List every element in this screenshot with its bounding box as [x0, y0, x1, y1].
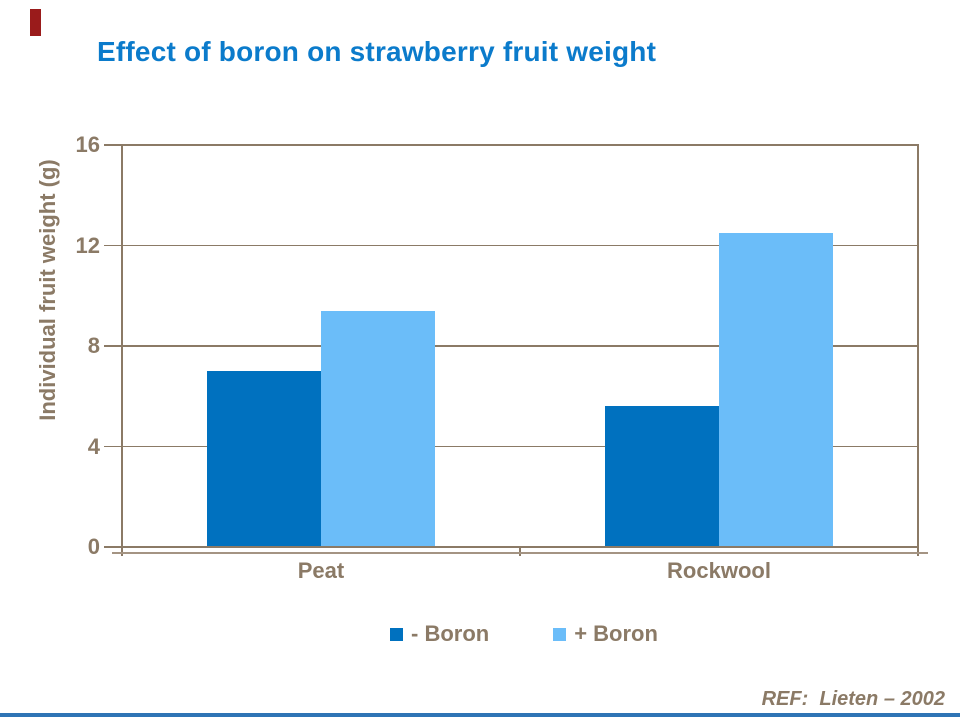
x-tick-mark-1 — [519, 547, 521, 556]
category-label-rockwool: Rockwool — [667, 558, 771, 583]
y-tick-mark-16 — [104, 144, 121, 146]
legend-label-plus-boron: + Boron — [574, 621, 658, 646]
legend-label-minus-boron: - Boron — [411, 621, 490, 646]
gridline-8 — [123, 345, 917, 347]
slide-accent-mark — [30, 9, 41, 36]
bottom-rule — [0, 713, 960, 717]
y-tick-label-16: 16 — [75, 132, 100, 157]
y-tick-mark-8 — [104, 345, 121, 347]
y-tick-mark-12 — [104, 244, 121, 247]
bar-peat-minus-boron — [207, 371, 321, 547]
bar-rockwool-plus-boron — [719, 232, 833, 547]
reference-text: REF: Lieten – 2002 — [761, 688, 945, 710]
y-tick-mark-4 — [104, 445, 121, 448]
chart-title: Effect of boron on strawberry fruit weig… — [97, 36, 657, 67]
legend-swatch-plus-boron — [553, 627, 567, 641]
legend-swatch-minus-boron — [390, 627, 403, 641]
chart-legend: - Boron + Boron — [390, 621, 658, 647]
y-tick-label-0: 0 — [87, 534, 100, 559]
x-axis-shadow-line — [112, 552, 928, 554]
y-tick-label-12: 12 — [75, 232, 100, 258]
gridline-4 — [123, 445, 917, 448]
bar-peat-plus-boron — [321, 310, 435, 547]
legend-item-minus-boron: - Boron — [390, 621, 489, 647]
legend-item-plus-boron: + Boron — [553, 621, 658, 647]
y-tick-mark-0 — [104, 546, 121, 548]
gridline-12 — [123, 244, 917, 247]
y-tick-label-8: 8 — [87, 333, 100, 358]
y-axis-title: Individual fruit weight (g) — [35, 159, 60, 421]
y-tick-label-4: 4 — [87, 433, 100, 459]
bar-rockwool-minus-boron — [605, 406, 719, 547]
x-tick-mark-2 — [917, 547, 919, 556]
category-label-peat: Peat — [297, 558, 345, 583]
x-tick-mark-0 — [121, 547, 123, 556]
